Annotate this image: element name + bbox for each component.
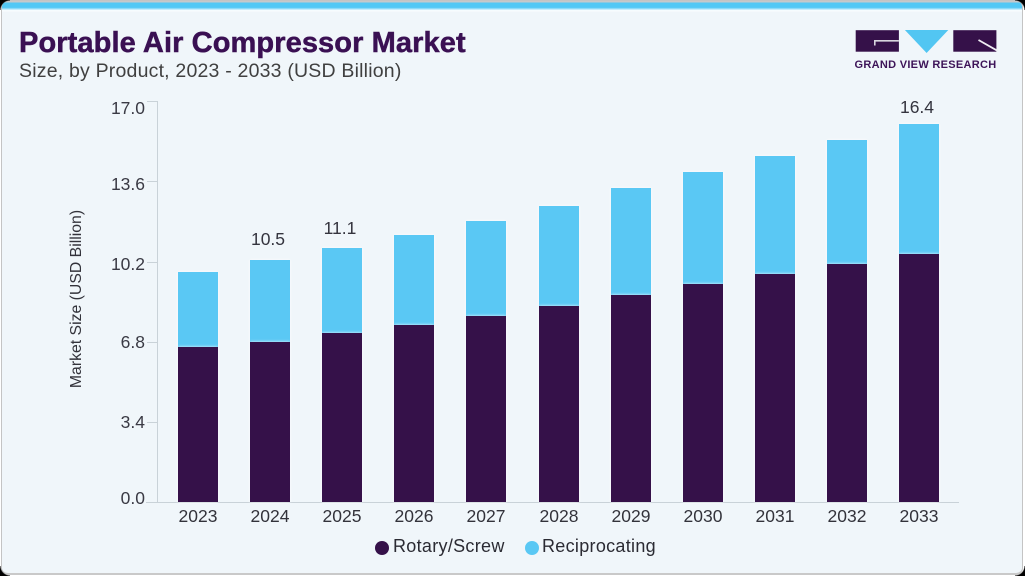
svg-text:GRAND VIEW RESEARCH: GRAND VIEW RESEARCH xyxy=(855,59,997,71)
